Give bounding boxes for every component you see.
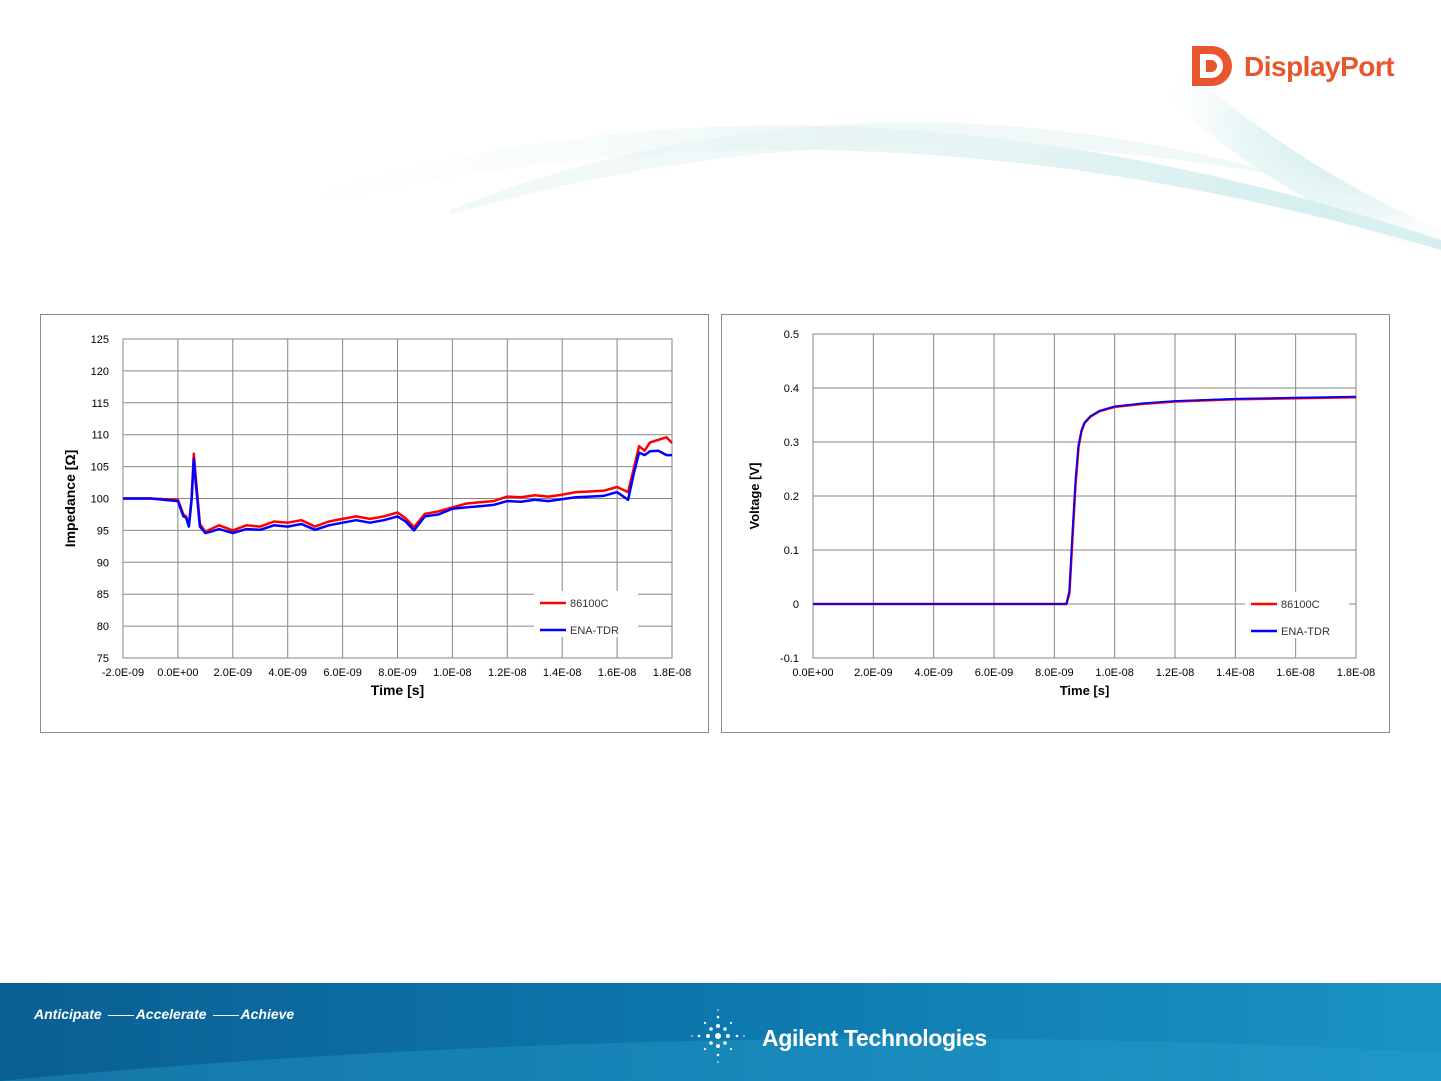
y-tick-label: 0.3 <box>784 437 799 449</box>
y-tick-label: -0.1 <box>780 653 799 665</box>
y-tick-label: 0.2 <box>784 491 799 503</box>
x-tick-label: 4.0E-09 <box>268 667 307 679</box>
x-tick-label: 1.2E-08 <box>488 667 527 679</box>
x-tick-label: 2.0E-09 <box>854 667 893 679</box>
x-tick-label: 1.6E-08 <box>598 667 637 679</box>
y-tick-label: 110 <box>91 430 109 442</box>
x-tick-label: 0.0E+00 <box>157 667 198 679</box>
y-tick-label: 105 <box>91 462 109 474</box>
x-tick-label: 6.0E-09 <box>323 667 362 679</box>
x-tick-label: 1.8E-08 <box>653 667 692 679</box>
x-tick-label: 8.0E-09 <box>378 667 417 679</box>
tagline: Anticipate Accelerate Achieve <box>34 1006 294 1022</box>
y-tick-label: 115 <box>91 398 109 410</box>
tagline-word-2: Accelerate <box>135 1006 207 1022</box>
x-tick-label: 1.2E-08 <box>1156 667 1195 679</box>
y-tick-label: 0 <box>793 599 799 611</box>
displayport-logo: DisplayPort <box>1190 44 1400 88</box>
legend-label: 86100C <box>1281 599 1320 611</box>
x-tick-label: 8.0E-09 <box>1035 667 1074 679</box>
voltage-chart-svg: 0.0E+00 2.0E-09 4.0E-09 6.0E-09 8.0E-09 1.0E-… <box>747 329 1376 698</box>
agilent-spark-icon <box>691 1009 745 1063</box>
footer-bar <box>0 983 1441 1081</box>
y-axis-label: Voltage [V] <box>747 463 762 530</box>
legend-label: 86100C <box>570 598 609 610</box>
background-swoosh <box>200 10 1441 260</box>
x-tick-label: 1.0E-08 <box>433 667 472 679</box>
tagline-word-3: Achieve <box>240 1006 295 1022</box>
y-tick-label: 0.1 <box>784 545 799 557</box>
y-tick-label: 125 <box>91 334 109 346</box>
displayport-logo-text: DisplayPort <box>1244 51 1395 82</box>
voltage-chart: 0.0E+00 2.0E-09 4.0E-09 6.0E-09 8.0E-09 1.0E-… <box>721 314 1390 733</box>
x-tick-label: 2.0E-09 <box>214 667 253 679</box>
displayport-logo-icon <box>1192 46 1232 86</box>
x-axis-label: Time [s] <box>1060 683 1110 698</box>
y-tick-label: 85 <box>97 589 109 601</box>
x-tick-label: 1.8E-08 <box>1337 667 1376 679</box>
impedance-chart-svg: -2.0E-09 0.0E+00 2.0E-09 4.0E-09 6.0E-09 8.0E… <box>62 334 692 698</box>
x-tick-label: 1.4E-08 <box>543 667 582 679</box>
y-axis-label: Impedance [Ω] <box>62 450 78 548</box>
agilent-brand-name: Agilent Technologies <box>762 1025 987 1051</box>
y-tick-label: 0.4 <box>784 383 799 395</box>
y-tick-label: 100 <box>91 494 109 506</box>
legend-label: ENA-TDR <box>570 625 619 637</box>
footer-background <box>0 983 1441 1081</box>
x-axis-label: Time [s] <box>371 682 424 698</box>
legend-label: ENA-TDR <box>1281 626 1330 638</box>
series-line-ena-tdr <box>123 449 672 535</box>
series-line-ena-tdr <box>813 395 1357 605</box>
x-tick-label: 0.0E+00 <box>792 667 833 679</box>
x-tick-label: 1.0E-08 <box>1095 667 1134 679</box>
x-tick-label: 1.4E-08 <box>1216 667 1255 679</box>
y-tick-label: 75 <box>97 653 109 665</box>
x-tick-label: 6.0E-09 <box>975 667 1014 679</box>
y-tick-label: 80 <box>97 621 109 633</box>
y-tick-label: 0.5 <box>784 329 799 341</box>
x-tick-label: 4.0E-09 <box>914 667 953 679</box>
x-tick-label: 1.6E-08 <box>1276 667 1315 679</box>
tagline-word-1: Anticipate <box>34 1006 102 1022</box>
y-tick-label: 95 <box>97 525 109 537</box>
y-tick-label: 120 <box>91 366 109 378</box>
y-tick-label: 90 <box>97 557 109 569</box>
x-tick-label: -2.0E-09 <box>102 667 144 679</box>
impedance-chart: -2.0E-09 0.0E+00 2.0E-09 4.0E-09 6.0E-09 8.0E… <box>40 314 709 733</box>
